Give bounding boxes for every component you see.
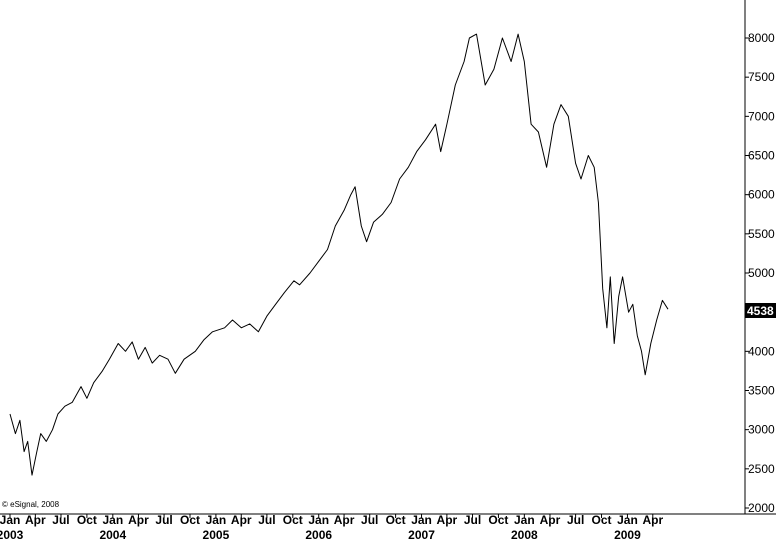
y-tick-label: 2500 (748, 462, 775, 476)
y-tick-label: 7000 (748, 109, 775, 123)
x-month-label: Oct (77, 513, 97, 527)
x-year-label: 2007 (408, 528, 435, 541)
x-month-label: Oct (592, 513, 612, 527)
x-month-label: Jan (617, 513, 638, 527)
x-month-label: Apr (334, 513, 355, 527)
x-month-label: Jan (206, 513, 227, 527)
x-month-label: Jul (155, 513, 172, 527)
x-year-label: 2009 (614, 528, 641, 541)
x-month-label: Apr (437, 513, 458, 527)
x-year-label: 2005 (203, 528, 230, 541)
x-year-label: 2008 (511, 528, 538, 541)
x-month-label: Jul (52, 513, 69, 527)
series-layer (9, 33, 669, 476)
credit-text: © eSignal, 2008 (2, 500, 60, 509)
x-month-label: Jan (0, 513, 20, 527)
y-tick-label: 2000 (748, 501, 775, 515)
x-month-label: Oct (180, 513, 200, 527)
x-month-label: Apr (231, 513, 252, 527)
x-month-label: Jul (258, 513, 275, 527)
x-month-label: Oct (488, 513, 508, 527)
x-month-label: Apr (25, 513, 46, 527)
x-month-label: Jul (464, 513, 481, 527)
y-tick-label: 3500 (748, 384, 775, 398)
y-tick-label: 5500 (748, 227, 775, 241)
last-value-marker: 4538 (745, 303, 776, 318)
y-axis-ticks: 2000250030003500400045005000550060006500… (745, 31, 775, 515)
x-axis-ticks: Jan Apr Jul Oct Jan Apr Jul Oct Jan Apr Jul Oct Jan A… (0, 513, 663, 541)
y-tick-label: 6000 (748, 188, 775, 202)
x-month-label: Apr (128, 513, 149, 527)
x-year-label: 2004 (99, 528, 126, 541)
x-month-label: Jan (411, 513, 432, 527)
x-month-label: Jul (567, 513, 584, 527)
y-tick-label: 3000 (748, 423, 775, 437)
y-tick-label: 5000 (748, 266, 775, 280)
y-tick-label: 7500 (748, 70, 775, 84)
y-tick-label: 4000 (748, 344, 775, 358)
x-month-label: Apr (540, 513, 561, 527)
x-month-label: Jan (308, 513, 329, 527)
x-year-label: 2003 (0, 528, 24, 541)
x-year-label: 2006 (305, 528, 332, 541)
x-month-label: Jul (361, 513, 378, 527)
x-month-label: Apr (642, 513, 663, 527)
x-month-label: Jan (102, 513, 123, 527)
x-month-label: Oct (283, 513, 303, 527)
x-month-label: Jan (514, 513, 535, 527)
last-value-box (745, 303, 776, 318)
series-line (9, 33, 669, 476)
y-tick-label: 6500 (748, 149, 775, 163)
last-value-label: 4538 (747, 304, 774, 318)
x-month-label: Oct (386, 513, 406, 527)
y-tick-label: 8000 (748, 31, 775, 45)
